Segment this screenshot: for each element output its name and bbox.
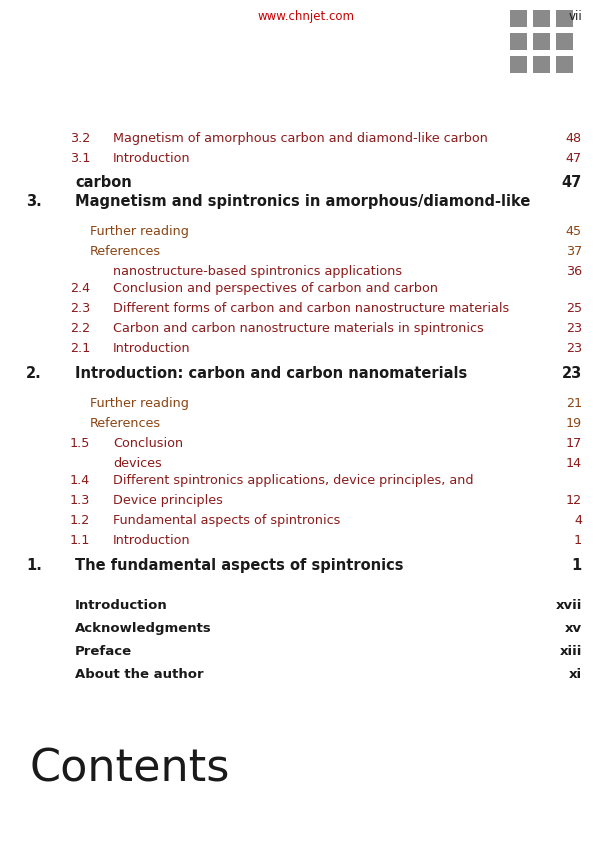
Text: nanostructure-based spintronics applications: nanostructure-based spintronics applicat… bbox=[113, 265, 402, 278]
Text: 19: 19 bbox=[566, 417, 582, 430]
Text: devices: devices bbox=[113, 457, 162, 470]
Text: Device principles: Device principles bbox=[113, 494, 223, 507]
Text: xiii: xiii bbox=[559, 645, 582, 658]
Bar bbox=[556, 33, 573, 50]
Text: 21: 21 bbox=[566, 397, 582, 410]
Text: 2.2: 2.2 bbox=[70, 322, 90, 335]
Bar bbox=[533, 56, 550, 73]
Text: 1: 1 bbox=[572, 558, 582, 573]
Text: Conclusion and perspectives of carbon and carbon: Conclusion and perspectives of carbon an… bbox=[113, 282, 438, 295]
Text: 37: 37 bbox=[565, 245, 582, 258]
Bar bbox=[533, 10, 550, 27]
Text: 2.1: 2.1 bbox=[70, 342, 90, 355]
Text: 1: 1 bbox=[574, 534, 582, 547]
Text: Acknowledgments: Acknowledgments bbox=[75, 622, 212, 635]
Text: Introduction: Introduction bbox=[113, 342, 190, 355]
Text: 48: 48 bbox=[566, 132, 582, 145]
Bar bbox=[556, 10, 573, 27]
Text: Further reading: Further reading bbox=[90, 397, 189, 410]
Text: 23: 23 bbox=[566, 322, 582, 335]
Text: Introduction: carbon and carbon nanomaterials: Introduction: carbon and carbon nanomate… bbox=[75, 366, 467, 381]
Text: 1.3: 1.3 bbox=[70, 494, 90, 507]
Text: 1.2: 1.2 bbox=[70, 514, 90, 527]
Text: 4: 4 bbox=[574, 514, 582, 527]
Text: References: References bbox=[90, 245, 161, 258]
Bar bbox=[510, 33, 527, 50]
Text: 36: 36 bbox=[566, 265, 582, 278]
Text: Further reading: Further reading bbox=[90, 225, 189, 238]
Text: 17: 17 bbox=[565, 437, 582, 450]
Bar bbox=[510, 56, 527, 73]
Text: vii: vii bbox=[569, 10, 582, 23]
Text: 1.5: 1.5 bbox=[70, 437, 90, 450]
Text: About the author: About the author bbox=[75, 668, 204, 681]
Text: Different spintronics applications, device principles, and: Different spintronics applications, devi… bbox=[113, 474, 474, 487]
Text: Magnetism of amorphous carbon and diamond-like carbon: Magnetism of amorphous carbon and diamon… bbox=[113, 132, 488, 145]
Text: 3.1: 3.1 bbox=[70, 152, 90, 165]
Text: 47: 47 bbox=[566, 152, 582, 165]
Text: Different forms of carbon and carbon nanostructure materials: Different forms of carbon and carbon nan… bbox=[113, 302, 509, 315]
Text: xv: xv bbox=[565, 622, 582, 635]
Text: Preface: Preface bbox=[75, 645, 132, 658]
Text: 1.1: 1.1 bbox=[70, 534, 90, 547]
Bar bbox=[556, 56, 573, 73]
Text: 23: 23 bbox=[566, 342, 582, 355]
Text: 1.4: 1.4 bbox=[70, 474, 90, 487]
Text: 25: 25 bbox=[566, 302, 582, 315]
Text: xvii: xvii bbox=[556, 599, 582, 612]
Text: Conclusion: Conclusion bbox=[113, 437, 183, 450]
Text: 47: 47 bbox=[562, 175, 582, 190]
Text: Contents: Contents bbox=[30, 748, 230, 791]
Text: Magnetism and spintronics in amorphous/diamond-like: Magnetism and spintronics in amorphous/d… bbox=[75, 194, 531, 209]
Text: 3.: 3. bbox=[26, 194, 42, 209]
Text: Introduction: Introduction bbox=[75, 599, 168, 612]
Text: 45: 45 bbox=[566, 225, 582, 238]
Text: carbon: carbon bbox=[75, 175, 132, 190]
Bar bbox=[533, 33, 550, 50]
Text: The fundamental aspects of spintronics: The fundamental aspects of spintronics bbox=[75, 558, 403, 573]
Text: 23: 23 bbox=[562, 366, 582, 381]
Text: 2.: 2. bbox=[26, 366, 42, 381]
Text: 12: 12 bbox=[566, 494, 582, 507]
Text: Introduction: Introduction bbox=[113, 534, 190, 547]
Text: www.chnjet.com: www.chnjet.com bbox=[258, 10, 354, 23]
Text: Introduction: Introduction bbox=[113, 152, 190, 165]
Text: Carbon and carbon nanostructure materials in spintronics: Carbon and carbon nanostructure material… bbox=[113, 322, 483, 335]
Text: 2.4: 2.4 bbox=[70, 282, 90, 295]
Bar bbox=[510, 10, 527, 27]
Text: References: References bbox=[90, 417, 161, 430]
Text: 1.: 1. bbox=[26, 558, 42, 573]
Text: 2.3: 2.3 bbox=[70, 302, 90, 315]
Text: xi: xi bbox=[569, 668, 582, 681]
Text: 14: 14 bbox=[566, 457, 582, 470]
Text: Fundamental aspects of spintronics: Fundamental aspects of spintronics bbox=[113, 514, 340, 527]
Text: 3.2: 3.2 bbox=[70, 132, 90, 145]
